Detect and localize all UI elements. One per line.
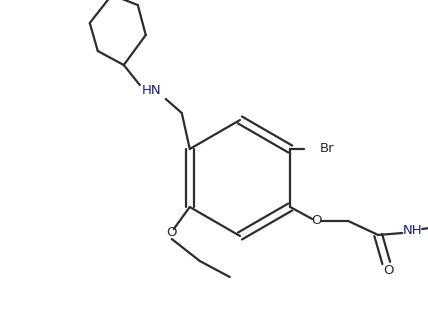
Text: O: O <box>383 264 393 277</box>
Text: NH: NH <box>402 224 422 238</box>
Text: Br: Br <box>320 143 335 155</box>
Text: O: O <box>166 227 177 240</box>
Text: HN: HN <box>142 84 162 98</box>
Text: O: O <box>311 215 321 228</box>
